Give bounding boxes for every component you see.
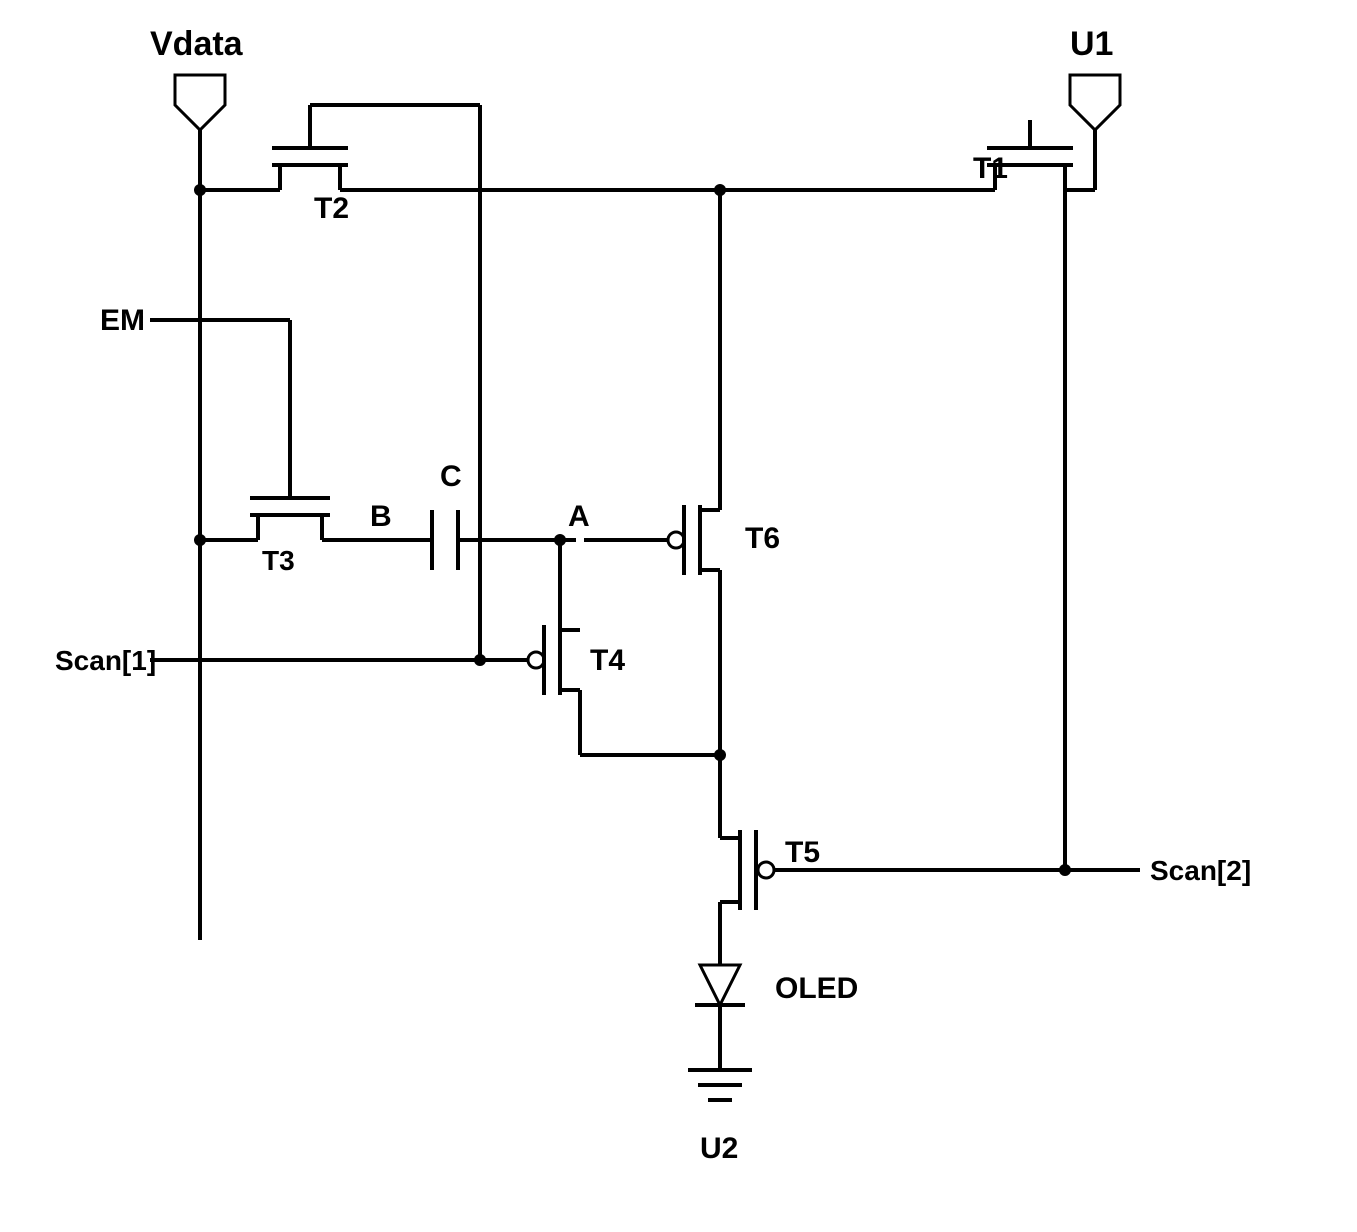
- label-t3: T3: [262, 545, 295, 576]
- label-em: EM: [100, 304, 145, 337]
- label-t5: T5: [785, 836, 820, 869]
- transistor-t4: [528, 625, 580, 695]
- transistor-t3: [250, 498, 330, 540]
- label-u2: U2: [700, 1132, 738, 1165]
- label-u1: U1: [1070, 25, 1113, 63]
- circuit-diagram: Vdata U1 T1 T2 EM C B A T3 T6 Scan[1] T4…: [0, 0, 1357, 1232]
- label-scan1: Scan[1]: [55, 645, 156, 676]
- ground-u2: [688, 1070, 752, 1100]
- transistor-t5: [720, 830, 774, 910]
- label-b: B: [370, 500, 392, 533]
- label-vdata: Vdata: [150, 25, 244, 63]
- label-oled: OLED: [775, 972, 858, 1005]
- label-scan2: Scan[2]: [1150, 855, 1251, 886]
- label-t6: T6: [745, 522, 780, 555]
- label-t4: T4: [590, 644, 625, 677]
- oled-diode: [695, 965, 745, 1005]
- capacitor-c: [432, 510, 458, 570]
- label-t1: T1: [973, 152, 1008, 185]
- label-c: C: [440, 460, 462, 493]
- transistor-t2: [272, 105, 348, 190]
- label-a: A: [568, 500, 590, 533]
- u1-terminal: [1070, 75, 1120, 190]
- label-t2: T2: [314, 192, 349, 225]
- vdata-terminal: [175, 75, 225, 190]
- transistor-t6: [668, 505, 720, 575]
